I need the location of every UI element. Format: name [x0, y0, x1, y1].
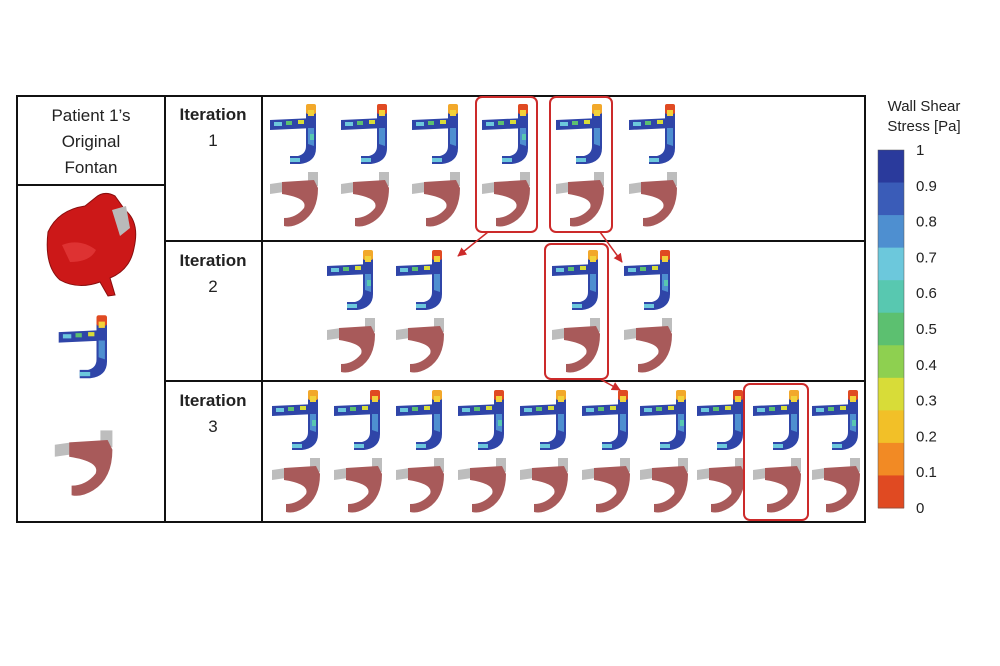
colorbar-swatch	[878, 215, 904, 249]
iteration-2-label: Iteration 2	[179, 251, 246, 296]
original-title-line-3: Fontan	[65, 158, 118, 177]
table-frame	[16, 95, 866, 523]
colorbar-swatch	[878, 280, 904, 314]
colorbar-title-line-1: Wall Shear	[888, 98, 961, 115]
colorbar-swatch	[878, 182, 904, 216]
iteration-3-label: Iteration 3	[179, 391, 246, 436]
design-thumbnail	[812, 390, 860, 513]
design-thumbnail	[272, 390, 320, 513]
design-thumbnail	[482, 104, 530, 227]
original-fontan-title: Patient 1’s Original Fontan	[51, 106, 130, 177]
colorbar: Wall Shear Stress [Pa] 1 0.9 0.8 0.7 0.6 0.5 0…	[877, 98, 961, 517]
svg-text:Iteration: Iteration	[179, 391, 246, 410]
original-title-line-1: Patient 1’s	[51, 106, 130, 125]
svg-text:Iteration: Iteration	[179, 105, 246, 124]
colorbar-swatch	[878, 312, 904, 346]
design-thumbnail	[412, 104, 460, 227]
colorbar-ticks: 1 0.9 0.8 0.7 0.6 0.5 0.4 0.3 0.2 0.1 0	[916, 142, 937, 517]
iteration-1-label: Iteration 1	[179, 105, 246, 150]
highlight-iter1-design-5	[549, 96, 613, 233]
colorbar-swatch	[878, 410, 904, 444]
original-vessel-model	[54, 430, 113, 496]
design-thumbnail	[327, 250, 375, 373]
design-thumbnail	[458, 390, 506, 513]
svg-text:2: 2	[208, 277, 217, 296]
colorbar-tick-label: 0.9	[916, 178, 937, 195]
selection-arrows	[457, 231, 623, 391]
design-thumbnail	[334, 390, 382, 513]
colorbar-tick-label: 0	[916, 500, 924, 517]
colorbar-swatch	[878, 150, 904, 184]
colorbar-swatch	[878, 247, 904, 281]
colorbar-swatches	[877, 149, 905, 509]
design-thumbnail	[520, 390, 568, 513]
highlight-iter1-design-4	[475, 96, 538, 233]
original-heart-model	[46, 192, 137, 297]
svg-text:Iteration: Iteration	[179, 251, 246, 270]
svg-text:3: 3	[208, 417, 217, 436]
design-thumbnail	[629, 104, 677, 227]
design-thumbnail	[552, 250, 600, 373]
colorbar-tick-label: 0.1	[916, 464, 937, 481]
highlight-iter2-design-3	[544, 243, 609, 380]
colorbar-tick-label: 0.4	[916, 357, 937, 374]
colorbar-title-line-2: Stress [Pa]	[887, 118, 960, 135]
design-thumbnail	[341, 104, 389, 227]
design-thumbnail	[640, 390, 688, 513]
design-thumbnail	[270, 104, 318, 227]
original-title-line-2: Original	[62, 132, 121, 151]
colorbar-tick-label: 0.5	[916, 321, 937, 338]
colorbar-tick-label: 0.2	[916, 428, 937, 445]
arrow-iter1-to-iter2-right	[599, 231, 623, 263]
colorbar-swatch	[878, 475, 904, 509]
colorbar-border	[877, 149, 905, 509]
iteration-3-designs	[272, 390, 860, 513]
colorbar-tick-label: 0.7	[916, 249, 937, 266]
iteration-1-designs	[270, 104, 677, 227]
colorbar-swatch	[878, 442, 904, 476]
colorbar-tick-label: 0.3	[916, 393, 937, 410]
highlight-iter3-design-9	[743, 383, 809, 521]
design-thumbnail	[396, 390, 444, 513]
iteration-2-designs	[327, 250, 672, 373]
original-wss-model	[58, 315, 107, 379]
colorbar-tick-label: 0.8	[916, 214, 937, 231]
arrow-iter1-to-iter2-left	[457, 231, 489, 257]
colorbar-swatch	[878, 345, 904, 379]
arrow-iter2-to-iter3	[599, 378, 621, 391]
design-thumbnail	[697, 390, 745, 513]
highlight-boxes	[475, 96, 809, 521]
colorbar-swatch	[878, 377, 904, 411]
design-thumbnail	[582, 390, 630, 513]
design-thumbnail	[396, 250, 444, 373]
design-thumbnail	[753, 390, 801, 513]
colorbar-tick-label: 0.6	[916, 285, 937, 302]
colorbar-tick-label: 1	[916, 142, 924, 159]
design-thumbnail	[556, 104, 604, 227]
svg-text:1: 1	[208, 131, 217, 150]
design-thumbnail	[624, 250, 672, 373]
